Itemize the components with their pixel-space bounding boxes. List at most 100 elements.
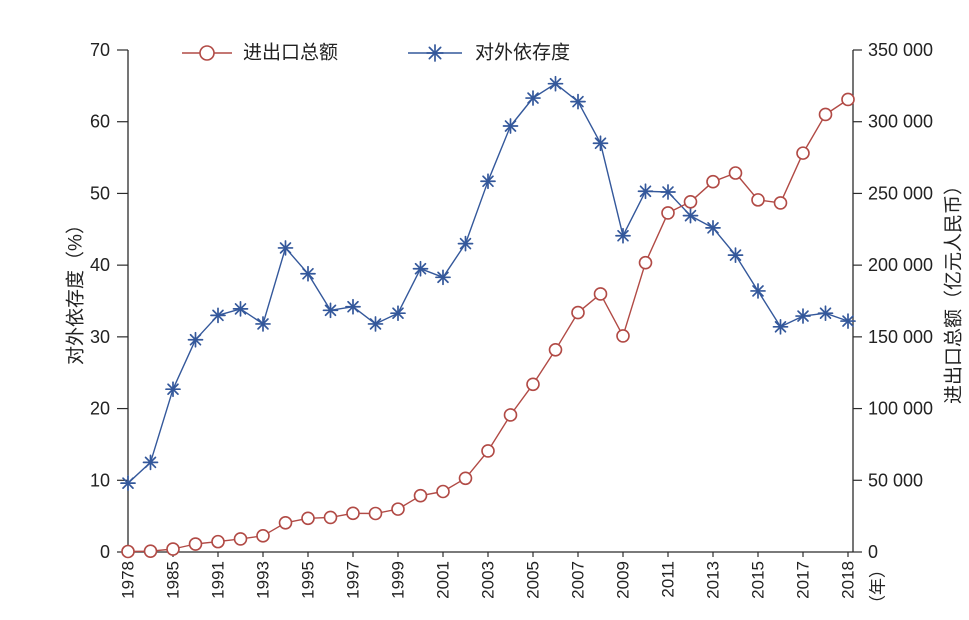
legend-label: 对外依存度 (475, 42, 570, 64)
dependency-point (277, 240, 294, 256)
import-export-point (188, 537, 203, 551)
import-export-point (526, 377, 540, 392)
x-axis-tick-label: 2015 (749, 561, 768, 599)
x-axis-tick-label: 2003 (479, 561, 498, 599)
import-export-point (616, 329, 630, 343)
dependency-point (322, 302, 339, 319)
axes (127, 50, 854, 553)
left-axis-tick-label: 70 (90, 40, 110, 60)
right-axis-tick-label: 250 000 (868, 183, 933, 203)
import-export-point (503, 408, 518, 422)
dependency-point (390, 305, 406, 322)
x-axis-tick-label: 2013 (704, 561, 723, 599)
import-export-point (121, 544, 135, 559)
import-export-point (143, 544, 158, 558)
import-export-point (818, 107, 833, 122)
dependency-point (187, 331, 204, 348)
right-axis-tick-label: 100 000 (868, 399, 933, 419)
dependency-point (210, 307, 226, 324)
right-axis-tick-label: 300 000 (868, 112, 933, 132)
x-axis-tick-label: 1985 (164, 561, 183, 599)
import-export-point (368, 506, 383, 521)
import-export-point (278, 515, 293, 530)
x-axis-tick-label: 2001 (434, 561, 453, 599)
import-export-point (256, 529, 270, 543)
import-export-line (127, 98, 849, 553)
dependency-point (682, 207, 699, 224)
right-axis-ticks: 0 50 000 100 000 150 000 200 000 250 000 300 0… (853, 40, 933, 562)
dependency-point (750, 283, 766, 299)
import-export-point (458, 471, 473, 486)
dependency-point (120, 475, 136, 492)
dependency-line (127, 82, 849, 484)
legend-item-dependency: 对外依存度 (408, 42, 570, 64)
right-axis-tick-label: 50 000 (868, 470, 923, 490)
dependency-point (637, 183, 654, 200)
import-export-point (323, 510, 338, 525)
x-axis-tick-label: 1978 (119, 561, 138, 599)
import-export-point (548, 343, 563, 357)
x-axis-ticks: 1978 1985 1991 1993 1995 1997 1999 2001 2003 2005… (119, 552, 858, 599)
left-axis-tick-label: 40 (90, 255, 110, 275)
legend-marker-asterisk-icon (426, 44, 444, 62)
import-export-point (166, 542, 180, 556)
import-export-point (481, 444, 495, 458)
left-axis-title: 对外依存度（%） (65, 215, 87, 365)
import-export-point (346, 506, 360, 521)
import-export-point (751, 193, 765, 207)
dependency-point (840, 313, 856, 329)
x-axis-tick-label: 2017 (794, 561, 813, 599)
x-axis-tick-label: 2009 (614, 561, 633, 599)
dependency-point (525, 90, 541, 106)
legend-marker-circle-icon (199, 45, 215, 61)
dependency-point (547, 75, 564, 92)
dependency-point (795, 308, 811, 324)
dependency-point (142, 454, 159, 471)
left-axis-tick-label: 10 (90, 470, 110, 490)
dependency-point (660, 184, 676, 200)
right-axis-title: 进出口总额（亿元人民币） (943, 176, 965, 404)
right-axis-tick-label: 350 000 (868, 40, 933, 60)
import-export-point (436, 484, 450, 499)
dependency-point (502, 118, 519, 134)
dependency-point (592, 135, 609, 152)
dependency-point (232, 301, 249, 317)
import-export-point (391, 502, 405, 516)
left-axis-ticks: 0 10 20 30 40 50 60 70 (90, 40, 128, 562)
left-axis-tick-label: 0 (100, 542, 110, 562)
import-export-point (211, 534, 225, 549)
x-axis-tick-label: 1995 (299, 561, 318, 599)
dependency-point (817, 305, 834, 322)
dependency-point (255, 316, 271, 332)
dependency-point (615, 227, 631, 244)
import-export-point (661, 206, 675, 220)
dependency-point (570, 93, 586, 110)
dependency-point (772, 318, 789, 335)
x-axis-tick-label: 2007 (569, 561, 588, 599)
x-axis-tick-label: 1999 (389, 561, 408, 599)
import-export-point (706, 174, 720, 189)
import-export-point (413, 488, 428, 503)
dependency-point (457, 235, 474, 252)
dependency-point (727, 247, 744, 263)
plot-series (120, 75, 856, 559)
import-export-point (728, 166, 743, 180)
dependency-point (435, 269, 451, 286)
import-export-point (233, 532, 248, 546)
dependency-point (300, 265, 316, 282)
x-axis-unit-label: （年） (869, 561, 888, 612)
import-export-point (301, 511, 315, 526)
legend-label: 进出口总额 (243, 42, 338, 64)
import-export-point (773, 196, 788, 210)
left-axis-tick-label: 30 (90, 327, 110, 347)
right-axis-tick-label: 150 000 (868, 327, 933, 347)
import-export-point (593, 287, 608, 301)
dependency-point (367, 316, 384, 332)
x-axis-tick-label: 1991 (209, 561, 228, 599)
left-axis-tick-label: 20 (90, 399, 110, 419)
import-export-point (571, 305, 585, 320)
legend-item-import-export: 进出口总额 (182, 42, 338, 64)
import-export-point (683, 195, 698, 209)
x-axis-tick-label: 2011 (659, 561, 678, 598)
